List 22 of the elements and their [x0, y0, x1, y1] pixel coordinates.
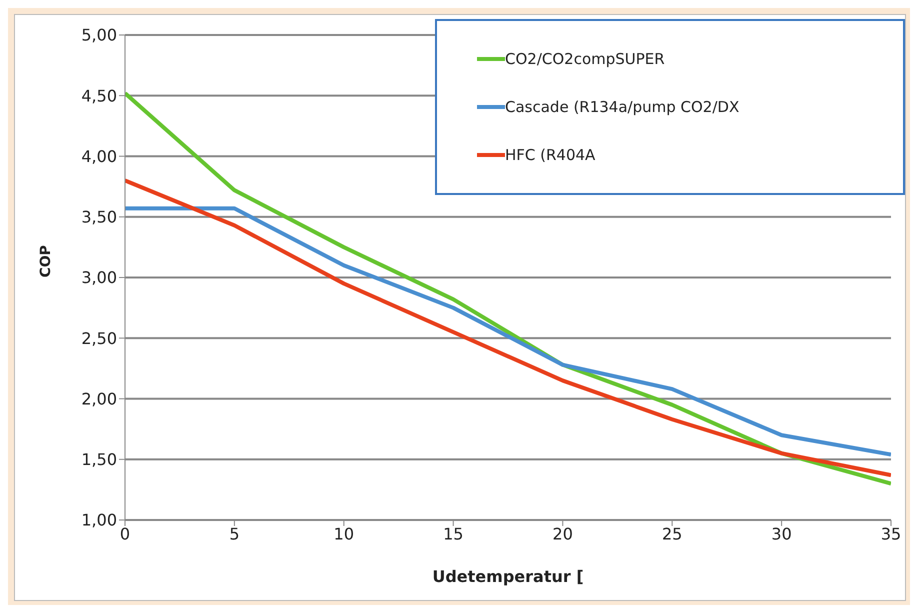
legend-label: HFC (R404A [505, 146, 596, 164]
y-tick-label: 1,50 [81, 450, 117, 470]
x-tick-label: 15 [443, 524, 464, 544]
x-tick-label: 10 [334, 524, 354, 544]
y-tick-label: 2,50 [81, 328, 117, 348]
x-axis-title: Udetemperatur [ [432, 567, 584, 586]
x-tick-label: 0 [120, 524, 130, 544]
y-tick-label: 3,00 [81, 268, 117, 288]
y-tick-label: 2,00 [81, 389, 117, 408]
y-axis-title: COP [38, 245, 54, 278]
x-tick-label: 5 [229, 524, 240, 544]
y-tick-label: 5,00 [81, 26, 117, 45]
legend-label: CO2/CO2compSUPER [505, 50, 665, 68]
y-tick-label: 4,50 [81, 86, 117, 106]
y-tick-label: 1,00 [81, 510, 117, 530]
x-tick-label: 30 [771, 524, 792, 544]
legend-label: Cascade (R134a/pump CO2/DX [505, 98, 740, 116]
x-tick-label: 25 [662, 524, 682, 544]
y-tick-label: 3,50 [81, 208, 117, 227]
x-tick-label: 20 [552, 524, 573, 544]
x-tick-label: 35 [880, 524, 902, 544]
y-tick-label: 4,00 [81, 146, 117, 166]
